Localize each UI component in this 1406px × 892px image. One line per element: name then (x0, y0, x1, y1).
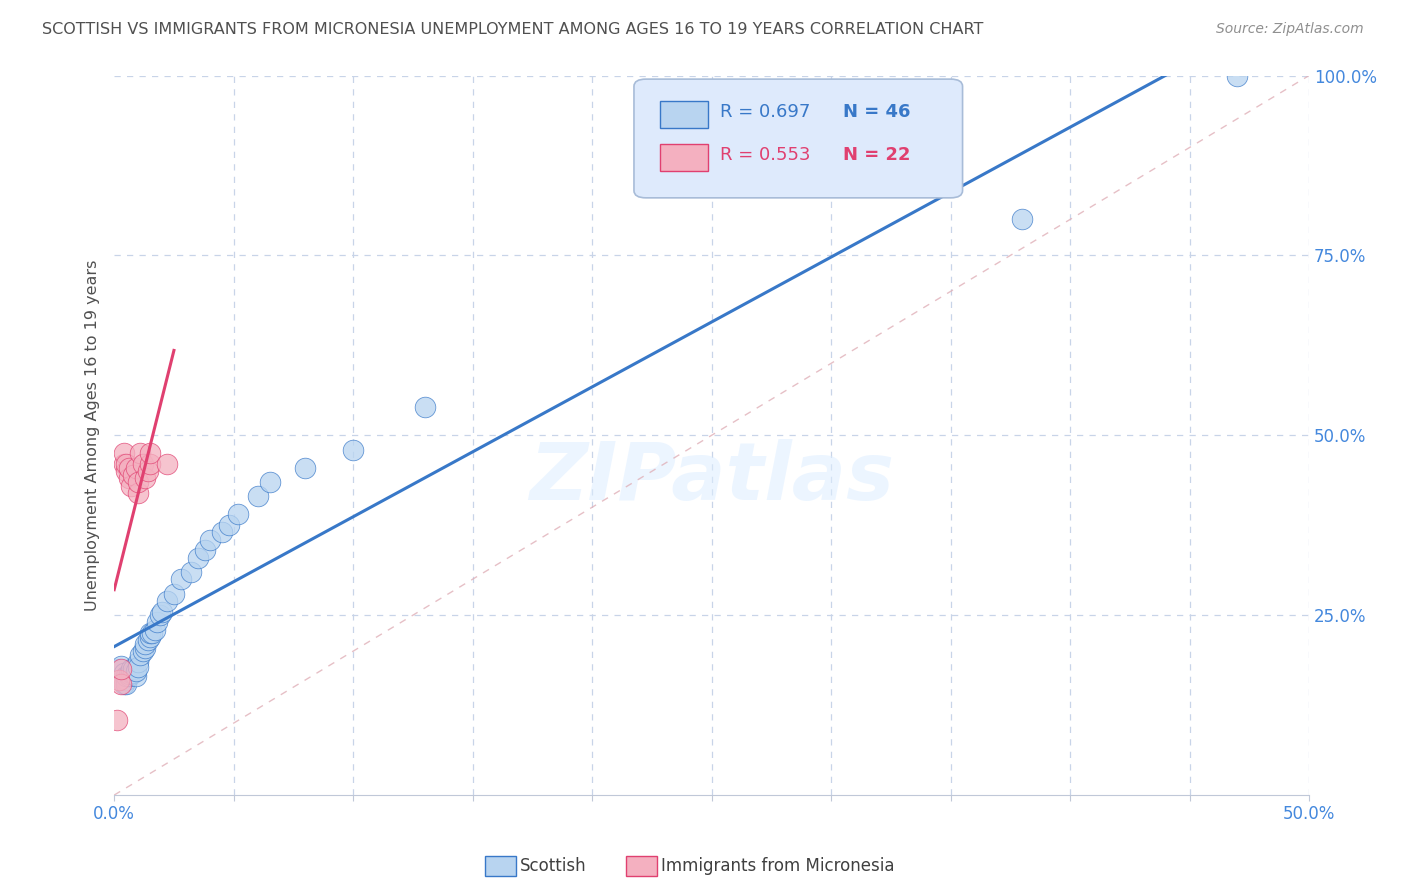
Point (112, 446, 135, 460)
Point (127, 660, 149, 674)
Point (150, 605, 173, 619)
Point (120, 662, 142, 676)
Point (127, 475, 149, 489)
Point (141, 626, 163, 640)
Point (246, 490, 269, 504)
Point (117, 667, 139, 681)
Point (120, 665, 142, 680)
Point (342, 442, 364, 457)
Point (218, 518, 240, 533)
Point (127, 486, 149, 500)
Text: SCOTTISH VS IMMIGRANTS FROM MICRONESIA UNEMPLOYMENT AMONG AGES 16 TO 19 YEARS CO: SCOTTISH VS IMMIGRANTS FROM MICRONESIA U… (42, 22, 984, 37)
Point (139, 630, 162, 644)
Point (112, 457, 135, 471)
Text: Scottish: Scottish (520, 857, 586, 875)
Text: R = 0.553: R = 0.553 (720, 146, 810, 164)
Point (110, 676, 132, 690)
Point (1226, 69, 1249, 83)
Point (129, 446, 152, 460)
Point (112, 665, 135, 680)
FancyBboxPatch shape (661, 144, 709, 171)
Point (125, 460, 148, 475)
Point (211, 525, 233, 540)
Text: N = 22: N = 22 (844, 146, 911, 164)
Point (115, 464, 138, 478)
Point (180, 565, 202, 579)
Point (115, 676, 138, 690)
FancyBboxPatch shape (661, 101, 709, 128)
Point (143, 623, 166, 637)
Point (134, 637, 156, 651)
Point (115, 457, 138, 471)
Point (134, 640, 156, 655)
Point (136, 633, 159, 648)
Point (228, 508, 250, 522)
Point (112, 676, 135, 690)
Point (146, 615, 169, 630)
FancyBboxPatch shape (634, 79, 963, 198)
Text: ZIPatlas: ZIPatlas (529, 440, 894, 517)
Point (115, 669, 138, 683)
Point (294, 460, 316, 475)
Point (156, 594, 179, 608)
Point (139, 626, 162, 640)
Point (108, 673, 131, 687)
Text: R = 0.697: R = 0.697 (720, 103, 810, 121)
Point (149, 608, 172, 623)
Point (170, 572, 193, 586)
Point (134, 471, 156, 485)
Point (259, 475, 281, 489)
Point (125, 665, 148, 679)
Point (163, 586, 186, 600)
Text: Source: ZipAtlas.com: Source: ZipAtlas.com (1216, 22, 1364, 37)
Point (125, 669, 148, 683)
Point (127, 655, 149, 669)
Point (122, 665, 145, 680)
Y-axis label: Unemployment Among Ages 16 to 19 years: Unemployment Among Ages 16 to 19 years (86, 260, 100, 611)
Point (115, 673, 138, 687)
Point (139, 446, 162, 460)
Point (136, 464, 159, 478)
Point (187, 550, 209, 565)
Text: Immigrants from Micronesia: Immigrants from Micronesia (661, 857, 894, 875)
Point (117, 471, 139, 485)
Point (120, 478, 142, 492)
Point (198, 533, 221, 547)
Point (194, 543, 217, 558)
Point (122, 467, 145, 482)
Point (1011, 212, 1033, 227)
Point (117, 669, 139, 683)
Point (122, 662, 145, 676)
Point (110, 662, 132, 676)
Point (132, 644, 155, 658)
Point (139, 457, 162, 471)
Text: N = 46: N = 46 (844, 103, 911, 121)
Point (156, 457, 179, 471)
Point (105, 713, 128, 727)
Point (110, 658, 132, 673)
Point (129, 648, 152, 662)
Point (132, 457, 155, 471)
Point (117, 460, 139, 475)
Point (413, 400, 436, 414)
Point (108, 662, 131, 676)
